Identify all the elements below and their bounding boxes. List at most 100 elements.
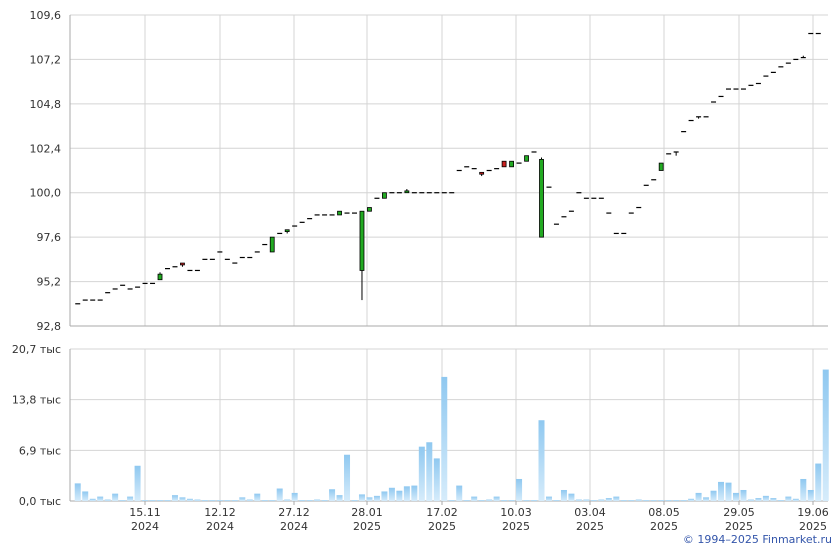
volume-bar [127,496,134,501]
x-tick-label-date: 29.05 [723,506,755,519]
volume-bar [508,500,515,501]
volume-bar [822,369,829,501]
volume-bar [785,496,792,501]
volume-bar [441,376,448,501]
volume-bar [807,489,814,501]
volume-bar [568,493,575,501]
volume-bar [186,498,193,501]
volume-bar [643,500,650,501]
volume-bar [777,500,784,501]
candle-body [509,160,514,168]
copyright-label[interactable]: © 1994–2025 Finmarket.ru [682,533,832,546]
volume-bar [418,446,425,501]
volume-bar [725,482,732,501]
volume-bar [329,489,336,501]
x-tick-label-year: 2024 [206,520,234,533]
volume-bar [710,490,717,501]
volume-bar [747,499,754,501]
volume-bar [598,499,605,501]
volume-bar [381,491,388,501]
volume-bar [216,500,223,501]
x-tick-label-date: 10.03 [500,506,532,519]
volume-bar [299,500,306,501]
volume-bar [164,500,171,501]
volume-bar [134,465,141,501]
candle-body [337,210,342,216]
candle-body [269,236,275,253]
volume-bar [770,498,777,501]
volume-bar [628,500,635,501]
volume-bar [366,497,373,501]
x-tick-label-year: 2025 [799,520,827,533]
volume-bar [157,500,164,501]
volume-bar [501,500,508,501]
volume-bar [254,493,261,501]
volume-bar [112,493,119,501]
volume-bar [762,495,769,501]
volume-tick-label: 20,7 тыс [12,343,61,356]
price-panel: 109,6 107,2 104,8 102,4 100,0 97,6 95,2 92,8 [30,9,828,333]
volume-bar [583,499,590,501]
volume-bar [261,500,268,501]
candle-body [157,273,163,281]
volume-bar [74,483,81,501]
volume-bar [620,500,627,501]
volume-bar [658,500,665,501]
volume-bar [231,500,238,501]
candle-body [501,160,507,168]
volume-bar [239,497,246,501]
x-tick-label-year: 2025 [353,520,381,533]
volume-bar [531,500,538,501]
x-tick-label-date: 03.04 [574,506,606,519]
volume-bar [358,494,365,501]
volume-bar [97,496,104,501]
volume-bar [575,499,582,501]
candle-body [404,190,410,194]
volume-bar [740,489,747,501]
volume-bar [149,500,156,501]
volume-bar [718,481,725,501]
volume-bar [82,491,89,501]
candle-body [479,171,485,175]
x-tick-label-date: 28.01 [351,506,383,519]
candle-body [367,207,372,212]
volume-bar [523,500,530,501]
volume-bar [179,497,186,501]
volume-bar [209,500,216,501]
x-tick-label-date: 19.06 [797,506,829,519]
volume-bar [792,498,799,501]
volume-bar [306,500,313,501]
volume-bar [538,420,545,501]
volume-bar [104,499,111,501]
volume-bar [545,496,552,501]
volume-bar [284,499,291,501]
candle-body [382,192,387,199]
volume-bar [201,500,208,501]
price-tick-label: 107,2 [30,53,62,66]
price-tick-label: 109,6 [30,9,62,22]
volume-bar [291,492,298,501]
volume-panel: 20,7 тыс 13,8 тыс 6,9 тыс 0,0 тыс [12,343,829,508]
volume-bar [336,495,343,501]
volume-bar [755,498,762,501]
volume-bar [314,499,321,501]
x-tick-label-date: 17.02 [426,506,458,519]
volume-bar [448,500,455,501]
volume-bar [119,500,126,501]
volume-bar [688,498,695,501]
candle-body [180,262,185,266]
x-axis: 15.11202412.12202427.12202428.01202517.0… [129,501,829,533]
volume-bar [650,500,657,501]
price-tick-label: 104,8 [30,98,62,111]
volume-bar [703,497,710,501]
x-tick-label-year: 2025 [725,520,753,533]
volume-bar [89,498,96,501]
volume-bar [388,487,395,501]
volume-bar [635,499,642,501]
x-tick-label-date: 27.12 [278,506,310,519]
x-tick-label-year: 2025 [428,520,456,533]
candle-body [658,162,664,171]
volume-bar [680,500,687,501]
volume-bar [463,500,470,501]
